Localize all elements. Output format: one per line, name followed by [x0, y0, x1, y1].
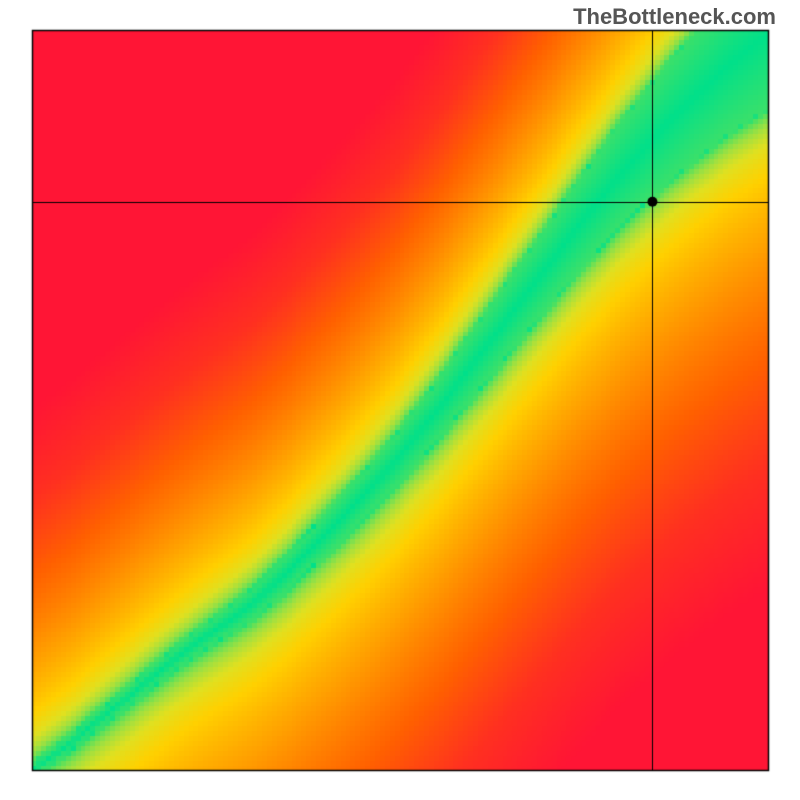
watermark-text: TheBottleneck.com [573, 4, 776, 30]
chart-container: TheBottleneck.com [0, 0, 800, 800]
bottleneck-heatmap [0, 0, 800, 800]
